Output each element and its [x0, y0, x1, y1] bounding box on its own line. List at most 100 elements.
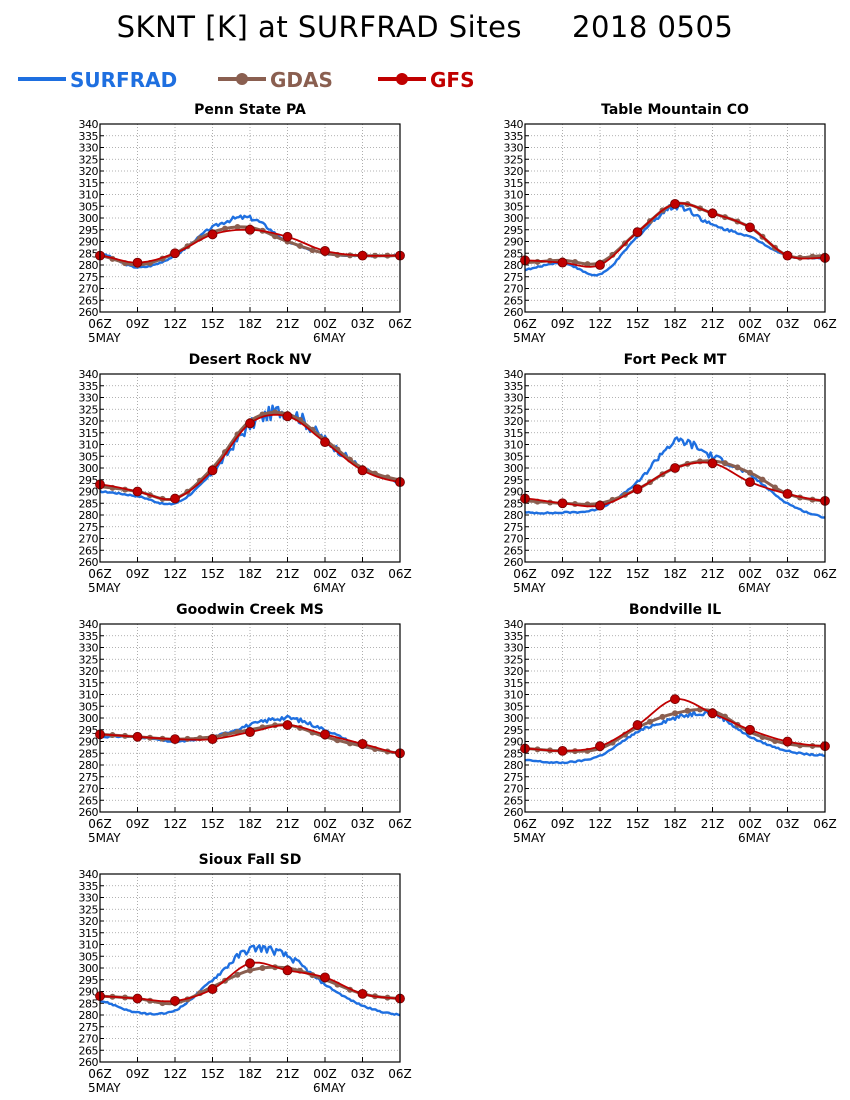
y-tick-label: 310: [79, 939, 99, 952]
y-tick-label: 295: [79, 474, 99, 487]
x-tick-label: 21Z: [701, 817, 725, 831]
series-point-gfs: [282, 231, 293, 242]
y-tick-label: 310: [504, 439, 524, 452]
y-tick-label: 270: [504, 283, 524, 296]
y-tick-label: 325: [79, 403, 99, 416]
legend-marker-gfs: [396, 73, 408, 85]
x-date-label: 6MAY: [313, 831, 346, 845]
y-tick-label: 265: [79, 294, 99, 307]
series-point-gdas: [684, 707, 691, 714]
y-tick-label: 275: [79, 1021, 99, 1034]
panel-title: Bondville IL: [629, 602, 721, 618]
y-tick-label: 260: [504, 556, 524, 569]
x-tick-label: 00Z: [738, 817, 762, 831]
x-tick-label: 09Z: [126, 1067, 150, 1081]
y-tick-label: 260: [504, 806, 524, 819]
x-tick-label: 06Z: [813, 567, 837, 581]
y-tick-label: 290: [79, 236, 99, 249]
x-tick-label: 06Z: [813, 317, 837, 331]
y-tick-label: 270: [79, 1033, 99, 1046]
x-tick-label: 15Z: [201, 317, 225, 331]
y-tick-label: 280: [79, 759, 99, 772]
y-tick-label: 340: [79, 868, 99, 881]
y-tick-label: 315: [504, 177, 524, 190]
series-point-gfs: [207, 734, 218, 745]
y-tick-label: 305: [79, 700, 99, 713]
series-point-gfs: [670, 694, 680, 705]
y-tick-label: 305: [79, 450, 99, 463]
series-line-surfrad: [524, 709, 826, 765]
y-tick-label: 315: [79, 177, 99, 190]
y-tick-label: 285: [79, 747, 99, 760]
y-tick-label: 340: [504, 368, 524, 381]
x-tick-label: 12Z: [588, 817, 612, 831]
x-tick-label: 18Z: [238, 1067, 262, 1081]
series-point-gfs: [745, 724, 755, 735]
y-tick-label: 340: [79, 618, 99, 631]
x-tick-label: 18Z: [238, 817, 262, 831]
x-date-label: 6MAY: [313, 1081, 346, 1095]
y-tick-label: 315: [79, 927, 99, 940]
panel-frame: [99, 873, 401, 1063]
y-tick-label: 290: [504, 236, 524, 249]
panel-4: Fort Peck MT2602652702752802852902953003…: [504, 352, 837, 595]
x-tick-label: 03Z: [776, 567, 800, 581]
y-tick-label: 320: [79, 165, 99, 178]
panel-grid: [525, 124, 825, 312]
x-tick-label: 03Z: [776, 817, 800, 831]
y-tick-label: 290: [79, 986, 99, 999]
series-point-gfs: [595, 500, 605, 511]
y-tick-label: 270: [79, 783, 99, 796]
panel-frame: [99, 123, 401, 313]
y-tick-label: 325: [504, 653, 524, 666]
series-point-gdas: [259, 965, 266, 971]
x-tick-label: 18Z: [663, 567, 687, 581]
x-tick-label: 18Z: [663, 817, 687, 831]
x-tick-label: 12Z: [588, 567, 612, 581]
y-tick-label: 300: [79, 462, 99, 475]
panel-6: Bondville IL2602652702752802852902953003…: [504, 602, 837, 845]
x-tick-label: 06Z: [513, 567, 537, 581]
series-point-gdas: [572, 258, 578, 265]
y-tick-label: 300: [504, 462, 524, 475]
series-point-gdas: [747, 469, 753, 476]
figure-title-main: SKNT [K] at SURFRAD Sites: [116, 10, 523, 44]
x-tick-label: 15Z: [201, 817, 225, 831]
x-tick-label: 18Z: [238, 317, 262, 331]
y-tick-label: 315: [79, 427, 99, 440]
series-point-gfs: [357, 738, 368, 749]
x-tick-label: 06Z: [513, 817, 537, 831]
x-tick-label: 06Z: [388, 567, 412, 581]
series-point-gdas: [247, 967, 253, 974]
panel-grid: [100, 374, 400, 562]
series-point-gfs: [320, 437, 330, 448]
panel-title: Fort Peck MT: [624, 352, 727, 368]
y-tick-label: 335: [504, 130, 524, 143]
y-tick-label: 325: [504, 403, 524, 416]
x-tick-label: 09Z: [551, 567, 575, 581]
series-point-gfs: [207, 984, 218, 995]
y-tick-label: 330: [79, 392, 99, 405]
y-tick-label: 260: [79, 306, 99, 319]
y-tick-label: 260: [79, 806, 99, 819]
y-tick-label: 295: [79, 724, 99, 737]
series-point-gfs: [320, 245, 330, 256]
y-tick-label: 310: [504, 689, 524, 702]
y-tick-label: 265: [504, 294, 524, 307]
y-tick-label: 275: [504, 271, 524, 284]
series-point-gfs: [207, 229, 218, 240]
y-tick-label: 325: [79, 153, 99, 166]
series-point-gfs: [320, 729, 330, 740]
x-tick-label: 06Z: [388, 317, 412, 331]
series-point-gfs: [707, 208, 718, 219]
series-point-gfs: [557, 746, 568, 756]
y-tick-label: 290: [504, 736, 524, 749]
y-tick-label: 330: [79, 142, 99, 155]
series-point-gfs: [557, 498, 568, 509]
y-tick-label: 310: [79, 439, 99, 452]
y-tick-label: 290: [79, 736, 99, 749]
y-tick-label: 295: [504, 724, 524, 737]
series-point-gdas: [272, 409, 278, 416]
y-tick-label: 270: [79, 283, 99, 296]
x-date-label: 5MAY: [88, 331, 121, 345]
